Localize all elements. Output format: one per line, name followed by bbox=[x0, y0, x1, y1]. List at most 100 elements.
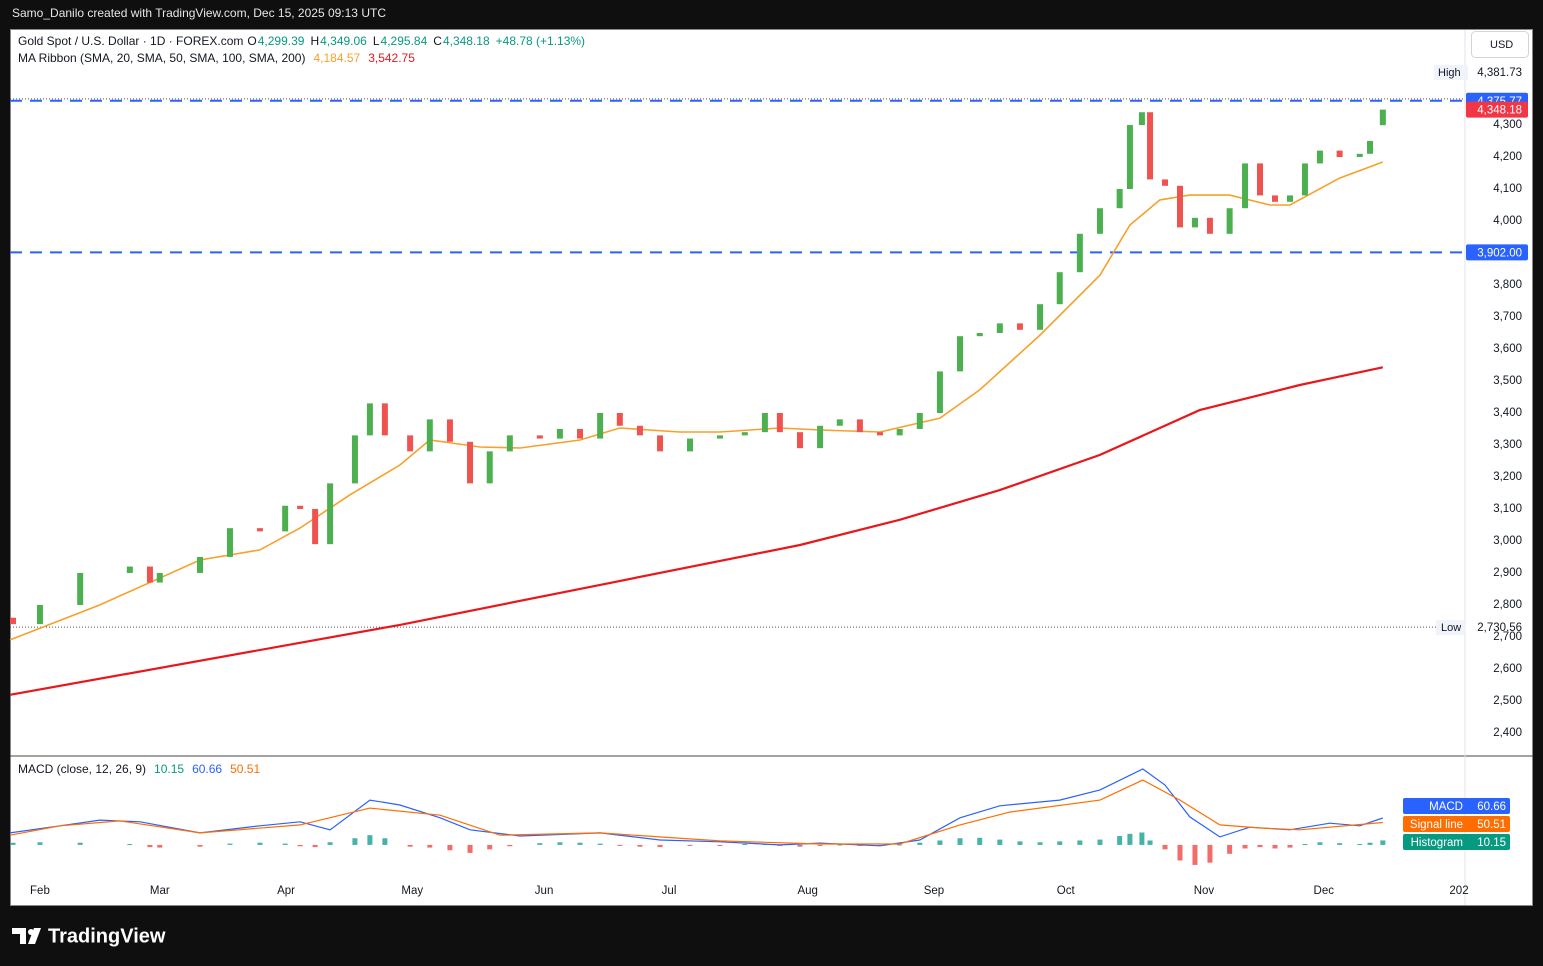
candle-body bbox=[796, 432, 803, 449]
x-tick-label: Mar bbox=[150, 885, 170, 897]
histogram-bar bbox=[1177, 844, 1183, 861]
ma-line bbox=[9, 366, 1384, 696]
histogram-bar bbox=[10, 842, 16, 845]
candle-body bbox=[716, 435, 723, 439]
candle-body bbox=[1316, 150, 1323, 164]
histogram-bar bbox=[687, 844, 693, 846]
series-badge bbox=[1403, 798, 1510, 814]
histogram-bar bbox=[1017, 841, 1023, 845]
histogram-bar bbox=[1257, 844, 1263, 848]
histogram-bar bbox=[297, 844, 303, 847]
candle-body bbox=[957, 336, 964, 372]
candle-body bbox=[256, 528, 263, 532]
candle-body bbox=[776, 412, 783, 433]
candle-body bbox=[1226, 208, 1233, 234]
legend-text: 4,348.18 bbox=[443, 34, 490, 48]
series-badge-value: 50.51 bbox=[1477, 819, 1506, 831]
candle-body bbox=[536, 435, 543, 439]
candle-body bbox=[381, 403, 388, 436]
currency-button[interactable] bbox=[1471, 31, 1529, 58]
y-tick-label: 3,400 bbox=[1493, 407, 1522, 419]
brand: TradingView bbox=[48, 925, 166, 947]
legend-text: MA Ribbon (SMA, 20, SMA, 50, SMA, 100, S… bbox=[18, 51, 305, 65]
macd-line bbox=[9, 768, 1383, 847]
candle-body bbox=[636, 425, 643, 436]
y-tick-label: 2,400 bbox=[1493, 727, 1522, 739]
histogram-bar bbox=[407, 844, 413, 847]
candle-body bbox=[1286, 195, 1293, 202]
candle-body bbox=[312, 508, 319, 545]
histogram-bar bbox=[507, 844, 513, 847]
histogram-bar bbox=[282, 843, 288, 845]
plot: 2,400 2,500 2,600 2,700 2,800 2,900 3,000 3,100… bbox=[9, 64, 1528, 897]
candle-body bbox=[1271, 195, 1278, 202]
histogram-bar bbox=[742, 844, 748, 846]
credit: Samo_Danilo created with TradingView.com… bbox=[12, 6, 386, 20]
y-tick-label: 2,800 bbox=[1493, 599, 1522, 611]
legend-text: Gold Spot / U.S. Dollar · 1D · FOREX.com bbox=[18, 34, 243, 48]
legend-text: MACD (close, 12, 26, 9) bbox=[18, 762, 146, 776]
series-badge-name: MACD bbox=[1429, 801, 1463, 813]
candle-body bbox=[1016, 323, 1023, 330]
legend-text: 4,299.39 bbox=[258, 34, 305, 48]
histogram-bar bbox=[597, 843, 603, 845]
histogram-bar bbox=[1147, 840, 1153, 845]
candle-body bbox=[327, 483, 334, 545]
histogram-bar bbox=[1127, 833, 1133, 845]
candle-body bbox=[1037, 304, 1044, 330]
candle-body bbox=[467, 441, 474, 484]
histogram-bar bbox=[157, 844, 163, 848]
histogram-bar bbox=[897, 844, 903, 846]
series-badge bbox=[1403, 816, 1510, 832]
histogram-bar bbox=[1192, 844, 1198, 865]
candle-body bbox=[351, 435, 358, 484]
histogram-bar bbox=[227, 843, 233, 845]
candle-body bbox=[1191, 217, 1198, 228]
x-tick-label: Aug bbox=[797, 885, 817, 897]
histogram-bar bbox=[1380, 840, 1386, 845]
candle-body bbox=[1366, 141, 1373, 154]
candle-body bbox=[1116, 189, 1123, 209]
legend-text: H bbox=[310, 34, 319, 48]
low-label: 2,730.56 bbox=[1477, 622, 1522, 634]
histogram-bar bbox=[1207, 844, 1213, 863]
legend-text: 10.15 bbox=[154, 762, 184, 776]
histogram-bar bbox=[1302, 844, 1308, 846]
histogram-bar bbox=[1317, 842, 1323, 845]
histogram-bar bbox=[997, 839, 1003, 845]
candle-body bbox=[936, 371, 943, 413]
candle-body bbox=[1242, 163, 1249, 209]
candle-body bbox=[156, 572, 163, 583]
legend-text: 4,349.06 bbox=[320, 34, 367, 48]
currency[interactable]: USD bbox=[1490, 39, 1513, 51]
brand-logo bbox=[12, 928, 41, 944]
legend-text: 60.66 bbox=[192, 762, 222, 776]
x-tick-label: Jul bbox=[662, 885, 677, 897]
histogram-bar bbox=[937, 840, 943, 845]
x-tick-label: Nov bbox=[1194, 885, 1215, 897]
series-badge-value: 60.66 bbox=[1477, 801, 1506, 813]
candle-body bbox=[1206, 217, 1213, 234]
histogram-bar bbox=[147, 844, 153, 848]
histogram-bar bbox=[352, 838, 358, 845]
candle-body bbox=[1336, 150, 1343, 158]
candle-body bbox=[426, 419, 433, 452]
candle-body bbox=[1257, 163, 1264, 196]
candle-body bbox=[597, 412, 604, 439]
legend-text: L bbox=[373, 34, 380, 48]
histogram-bar bbox=[1357, 844, 1363, 846]
histogram-bar bbox=[557, 842, 563, 845]
level-label: 3,902.00 bbox=[1477, 247, 1522, 259]
series-badge-name: Signal line bbox=[1410, 819, 1463, 831]
high-text: High bbox=[1438, 67, 1461, 79]
candle-body bbox=[486, 451, 493, 484]
high-label: 4,381.73 bbox=[1477, 67, 1522, 79]
histogram-bar bbox=[1367, 842, 1373, 845]
series-badge-value: 10.15 bbox=[1477, 837, 1506, 849]
logo-dot bbox=[28, 929, 34, 935]
macd-line bbox=[9, 779, 1383, 845]
y-tick-label: 3,700 bbox=[1493, 311, 1522, 323]
histogram-bar bbox=[917, 842, 923, 845]
